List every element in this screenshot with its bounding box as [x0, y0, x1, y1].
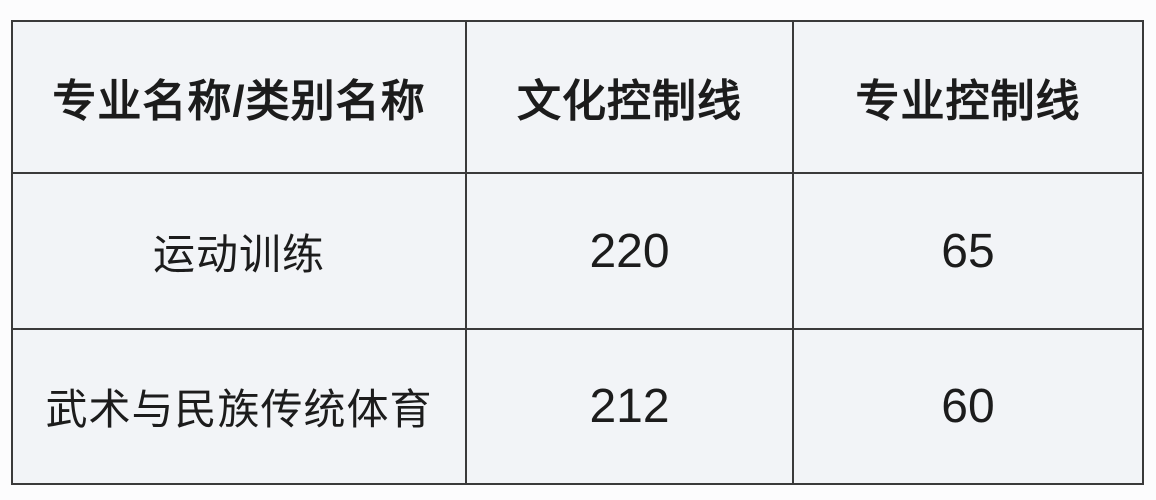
admission-control-line-table: 专业名称/类别名称 文化控制线 专业控制线 运动训练 220 65 武术与民族传… — [11, 20, 1144, 485]
cell-professional-control-line: 65 — [792, 172, 1144, 330]
cell-professional-control-line: 60 — [792, 328, 1144, 485]
cell-major-name: 武术与民族传统体育 — [11, 328, 467, 485]
cell-culture-control-line: 212 — [465, 328, 794, 485]
column-header-culture-control-line: 文化控制线 — [465, 20, 794, 174]
cell-culture-control-line: 220 — [465, 172, 794, 330]
table-row-sports-training: 运动训练 220 65 — [11, 172, 1144, 330]
column-header-professional-control-line: 专业控制线 — [792, 20, 1144, 174]
column-header-major-name: 专业名称/类别名称 — [11, 20, 467, 174]
table-header-row: 专业名称/类别名称 文化控制线 专业控制线 — [11, 20, 1144, 174]
table-row-martial-arts: 武术与民族传统体育 212 60 — [11, 328, 1144, 485]
cell-major-name: 运动训练 — [11, 172, 467, 330]
